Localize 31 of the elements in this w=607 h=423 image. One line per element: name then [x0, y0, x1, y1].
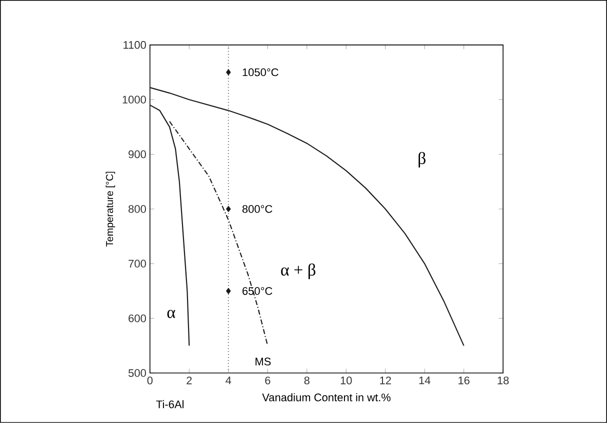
x-tick-label: 14: [419, 376, 430, 384]
annotation: α: [167, 310, 176, 318]
x-tick-label: 4: [226, 376, 232, 384]
annotation: β: [418, 152, 426, 168]
x-tick-label: 6: [265, 376, 270, 384]
x-tick-label: 18: [498, 376, 509, 384]
y-tick-label: 500: [128, 369, 146, 377]
line-series: [149, 104, 190, 346]
y-tick-label: 700: [128, 260, 146, 268]
text: Ti-6Al: [156, 400, 184, 408]
y-tick-label: 900: [128, 150, 146, 158]
y-axis-title: Temperature [°C]: [106, 172, 116, 247]
annotation: MS: [256, 358, 271, 366]
y-tick-label: 1000: [122, 96, 146, 104]
y-tick-label: 1100: [124, 41, 146, 49]
x-tick-label: 8: [304, 376, 310, 384]
x-tick-label: 0: [147, 376, 153, 384]
x-tick-label: 10: [340, 376, 352, 384]
annotation: 800°C: [242, 205, 272, 213]
y-tick-label: 800: [128, 205, 146, 213]
x-tick-label: 2: [186, 376, 192, 384]
annotation: α + β: [281, 264, 316, 280]
x-tick-label: 16: [458, 376, 470, 384]
point: [226, 69, 231, 76]
annotation: 650°C: [242, 287, 272, 295]
point: [226, 206, 231, 212]
annotation: 1050°C: [242, 68, 278, 76]
x-axis-title: Vanadium Content in wt.%: [262, 393, 391, 402]
point: [226, 288, 231, 294]
x-tick-label: 12: [380, 376, 391, 384]
y-tick-label: 600: [128, 314, 146, 322]
